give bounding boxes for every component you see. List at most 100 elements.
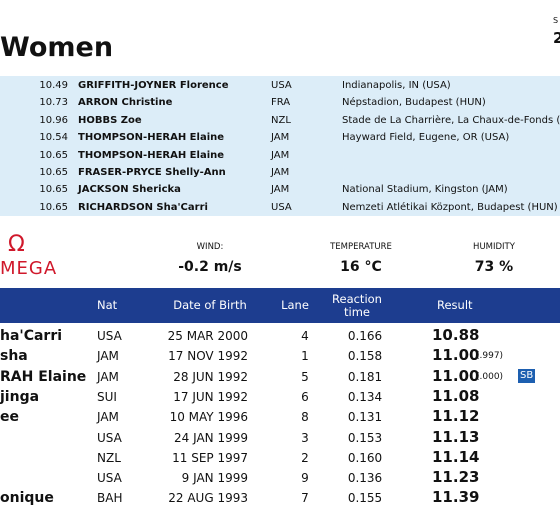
condition-label: HUMIDITY	[473, 242, 515, 252]
record-mark: 10.54	[39, 132, 68, 144]
column-header: Lane	[281, 298, 309, 312]
corner-label: S	[553, 16, 559, 25]
result: 10.88	[432, 326, 480, 344]
record-holder: JACKSON Shericka	[78, 184, 181, 196]
nat: BAH	[97, 491, 123, 506]
record-venue: Népstadion, Budapest (HUN)	[342, 97, 486, 109]
result: 11.14	[432, 447, 480, 466]
nat: JAM	[97, 349, 119, 364]
record-venue: National Stadium, Kingston (JAM)	[342, 184, 508, 196]
nat: SUI	[97, 389, 117, 404]
record-mark: 10.65	[39, 149, 68, 161]
lane: 1	[301, 349, 309, 364]
record-nat: USA	[271, 80, 292, 91]
nat: USA	[97, 430, 122, 445]
athlete-name: sha	[0, 348, 28, 365]
condition-value: 73 %	[474, 259, 514, 275]
lane: 8	[301, 410, 309, 425]
title: Women	[0, 32, 114, 63]
record-holder: FRASER-PRYCE Shelly-Ann	[78, 167, 226, 178]
result-note: (.997)	[476, 351, 504, 362]
record-holder: RICHARDSON Sha'Carri	[78, 201, 208, 213]
reaction-time: 0.181	[347, 369, 383, 384]
athlete-name: ee	[0, 409, 19, 426]
lane: 2	[301, 450, 309, 465]
record-nat: FRA	[271, 97, 291, 109]
column-header: Result	[437, 298, 473, 312]
badge: SB	[518, 368, 536, 383]
date-of-birth: 11 SEP 1997	[172, 450, 248, 465]
reaction-time: 0.155	[347, 491, 383, 506]
record-nat: JAM	[271, 184, 290, 196]
reaction-time: 0.134	[347, 389, 383, 404]
reaction-time: 0.131	[347, 410, 383, 425]
record-mark: 10.49	[39, 80, 68, 91]
result-note: (.000)	[476, 371, 504, 382]
condition-value: -0.2 m/s	[178, 259, 242, 275]
lane: 4	[301, 329, 309, 343]
record-nat: JAM	[271, 149, 290, 161]
nat: USA	[97, 329, 122, 343]
result: 11.13	[432, 427, 480, 446]
result: 11.39	[432, 488, 480, 507]
record-holder: ARRON Christine	[78, 97, 173, 109]
date-of-birth: 9 JAN 1999	[181, 471, 248, 486]
date-of-birth: 24 JAN 1999	[174, 430, 248, 445]
nat: JAM	[97, 410, 119, 425]
column-header: Date of Birth	[173, 298, 247, 312]
reaction-time: 0.153	[347, 430, 383, 445]
nat: NZL	[97, 450, 121, 465]
records-box	[0, 76, 560, 216]
record-nat: JAM	[271, 167, 290, 178]
record-venue: Hayward Field, Eugene, OR (USA)	[342, 132, 510, 144]
record-venue: Indianapolis, IN (USA)	[342, 80, 451, 91]
record-venue: Stade de La Charrière, La Chaux-de-Fonds…	[342, 114, 560, 126]
logo-text: MEGA	[0, 258, 58, 279]
condition-label: WIND:	[196, 242, 224, 252]
record-holder: THOMPSON-HERAH Elaine	[78, 149, 225, 161]
reaction-time: 0.136	[347, 471, 383, 486]
record-mark: 10.65	[39, 167, 68, 178]
date-of-birth: 10 MAY 1996	[169, 410, 248, 425]
corner-value: 2	[553, 29, 560, 47]
table-header-bar	[0, 288, 560, 323]
reaction-time: 0.160	[347, 450, 383, 465]
nat: JAM	[97, 369, 119, 384]
record-nat: JAM	[271, 132, 290, 144]
record-venue: Nemzeti Atlétikai Központ, Budapest (HUN…	[342, 201, 558, 213]
record-nat: USA	[271, 201, 292, 213]
record-nat: NZL	[271, 114, 291, 126]
lane: 6	[301, 389, 309, 404]
result: 11.12	[432, 407, 480, 426]
result: 11.08	[432, 386, 480, 405]
record-mark: 10.73	[39, 97, 68, 109]
lane: 9	[301, 471, 309, 486]
date-of-birth: 25 MAR 2000	[167, 329, 248, 343]
date-of-birth: 22 AUG 1993	[168, 491, 248, 506]
date-of-birth: 28 JUN 1992	[173, 369, 248, 384]
condition-label: TEMPERATURE	[330, 242, 392, 252]
athlete-name: onique	[0, 490, 54, 507]
record-mark: 10.96	[39, 114, 68, 126]
record-holder: THOMPSON-HERAH Elaine	[78, 132, 225, 144]
record-holder: HOBBS Zoe	[78, 114, 142, 126]
record-mark: 10.65	[39, 184, 68, 196]
lane: 3	[301, 430, 309, 445]
reaction-time: 0.158	[347, 349, 383, 364]
record-mark: 10.65	[39, 201, 68, 213]
condition-value: 16 °C	[340, 259, 382, 275]
result: 11.00	[432, 366, 480, 385]
reaction-time: 0.166	[347, 329, 383, 343]
column-header: Nat	[97, 298, 118, 312]
athlete-name: jinga	[0, 388, 40, 405]
lane: 5	[301, 369, 309, 384]
record-holder: GRIFFITH-JOYNER Florence	[78, 80, 229, 91]
athlete-name: RAH Elaine	[0, 368, 87, 385]
logo-symbol: Ω	[8, 232, 25, 257]
athlete-name: ha'Carri	[0, 328, 63, 344]
date-of-birth: 17 JUN 1992	[173, 389, 248, 404]
result: 11.00	[432, 346, 480, 365]
lane: 7	[301, 491, 309, 506]
result: 11.23	[432, 468, 480, 487]
